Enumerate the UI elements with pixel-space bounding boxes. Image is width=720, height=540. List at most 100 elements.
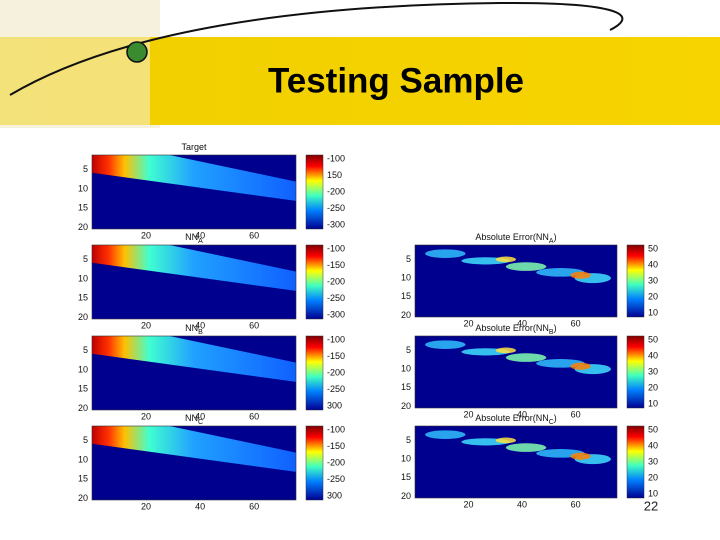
panel-title: NNB <box>185 323 203 335</box>
panel-title-subscript: C <box>549 419 554 426</box>
panel-title-text: NN <box>185 323 198 333</box>
colorbar <box>626 335 645 409</box>
heatmap-band <box>92 245 296 291</box>
error-streak <box>495 347 516 354</box>
y-tick-label: 20 <box>78 312 88 322</box>
panel-title: Target <box>181 142 207 152</box>
panel-title: Absolute Error(NNB) <box>475 323 556 335</box>
slide-title: Testing Sample <box>268 61 524 100</box>
colorbar-label: 20 <box>648 291 658 301</box>
panel-title-subscript: C <box>198 419 203 426</box>
colorbar <box>626 244 645 318</box>
y-tick-label: 20 <box>78 222 88 232</box>
heatmap-band <box>92 426 296 472</box>
colorbar <box>305 425 324 501</box>
panel: Absolute Error(NNA) 5 10 15 20 20 40 60 50 40 30 20… <box>401 232 658 328</box>
error-streak <box>425 249 466 258</box>
y-tick-label: 5 <box>406 435 411 445</box>
x-tick-label: 20 <box>464 499 474 509</box>
colorbar-label: 10 <box>648 398 658 408</box>
colorbar-label: 300 <box>327 490 342 500</box>
panel: Absolute Error(NNC) 5 10 15 20 20 40 60 50 40 30 20… <box>401 413 658 509</box>
page-number: 22 <box>644 498 658 513</box>
x-tick-label: 40 <box>195 501 205 511</box>
x-tick-label: 60 <box>571 499 581 509</box>
error-streak <box>570 271 591 279</box>
colorbar <box>305 335 324 411</box>
y-tick-label: 20 <box>401 401 411 411</box>
panel-title: NNC <box>185 413 203 425</box>
decor-curve <box>9 1 624 96</box>
colorbar-label: 40 <box>648 259 658 269</box>
plot-frame <box>414 335 618 409</box>
x-tick-label: 60 <box>249 411 259 421</box>
plot-frame <box>414 425 618 499</box>
colorbar-label: -250 <box>327 203 345 213</box>
plot-frame <box>414 244 618 318</box>
colorbar-label: -250 <box>327 474 345 484</box>
x-tick-label: 20 <box>141 501 151 511</box>
y-tick-label: 5 <box>406 254 411 264</box>
colorbar-label: -200 <box>327 367 345 377</box>
plot-frame <box>91 335 297 411</box>
y-tick-label: 15 <box>78 384 88 394</box>
error-streak <box>505 353 547 362</box>
panel: Target 5 10 15 20 20 40 60 -100 150 -200 -250 -300 <box>78 142 345 240</box>
colorbar-label: -150 <box>327 441 345 451</box>
panels: Target 5 10 15 20 20 40 60 -100 150 -200 -250 -300 NN… <box>78 142 658 511</box>
colorbar-label: -200 <box>327 186 345 196</box>
plot-frame <box>91 154 297 230</box>
panel: Absolute Error(NNB) 5 10 15 20 20 40 60 50 40 30 20… <box>401 323 658 419</box>
colorbar-label: -300 <box>327 219 345 229</box>
plot-frame <box>91 244 297 320</box>
colorbar-label: -200 <box>327 276 345 286</box>
colorbar <box>305 154 324 230</box>
y-tick-label: 5 <box>83 164 88 174</box>
panel-title-suffix: ) <box>554 323 557 333</box>
colorbar-label: -250 <box>327 384 345 394</box>
colorbar-label: -100 <box>327 153 345 163</box>
panel-title: NNA <box>185 232 203 244</box>
x-tick-label: 40 <box>195 411 205 421</box>
colorbar-label: -100 <box>327 334 345 344</box>
y-tick-label: 5 <box>83 254 88 264</box>
x-tick-label: 60 <box>249 320 259 330</box>
error-streak <box>425 340 466 349</box>
colorbar-label: -150 <box>327 260 345 270</box>
plot-frame <box>91 425 297 501</box>
panel-title-text: NN <box>185 413 198 423</box>
x-tick-label: 40 <box>195 320 205 330</box>
colorbar-label: 50 <box>648 424 658 434</box>
colorbar-label: -300 <box>327 309 345 319</box>
y-tick-label: 10 <box>78 454 88 464</box>
y-tick-label: 5 <box>406 345 411 355</box>
colorbar-label: 50 <box>648 334 658 344</box>
colorbar <box>305 244 324 320</box>
pattern-overlay <box>0 37 150 125</box>
colorbar-label: 300 <box>327 400 342 410</box>
panel-title-text: NN <box>185 232 198 242</box>
colorbar-label: 150 <box>327 170 342 180</box>
y-tick-label: 10 <box>78 273 88 283</box>
colorbar-label: 10 <box>648 307 658 317</box>
y-tick-label: 10 <box>78 183 88 193</box>
colorbar-label: 40 <box>648 440 658 450</box>
y-tick-label: 15 <box>78 203 88 213</box>
x-tick-label: 20 <box>141 320 151 330</box>
colorbar-label: -200 <box>327 457 345 467</box>
colorbar-label: 40 <box>648 350 658 360</box>
error-streak <box>505 262 547 271</box>
colorbar-label: -250 <box>327 293 345 303</box>
y-tick-label: 20 <box>78 403 88 413</box>
colorbar-label: 30 <box>648 456 658 466</box>
panel-title-subscript: A <box>198 238 203 245</box>
error-streak <box>570 362 591 370</box>
colorbar-label: 20 <box>648 382 658 392</box>
x-tick-label: 40 <box>517 499 527 509</box>
y-tick-label: 10 <box>401 272 411 282</box>
panel-title-subscript: A <box>549 238 554 245</box>
colorbar-label: -100 <box>327 424 345 434</box>
colorbar-label: 50 <box>648 243 658 253</box>
x-tick-label: 20 <box>464 409 474 419</box>
